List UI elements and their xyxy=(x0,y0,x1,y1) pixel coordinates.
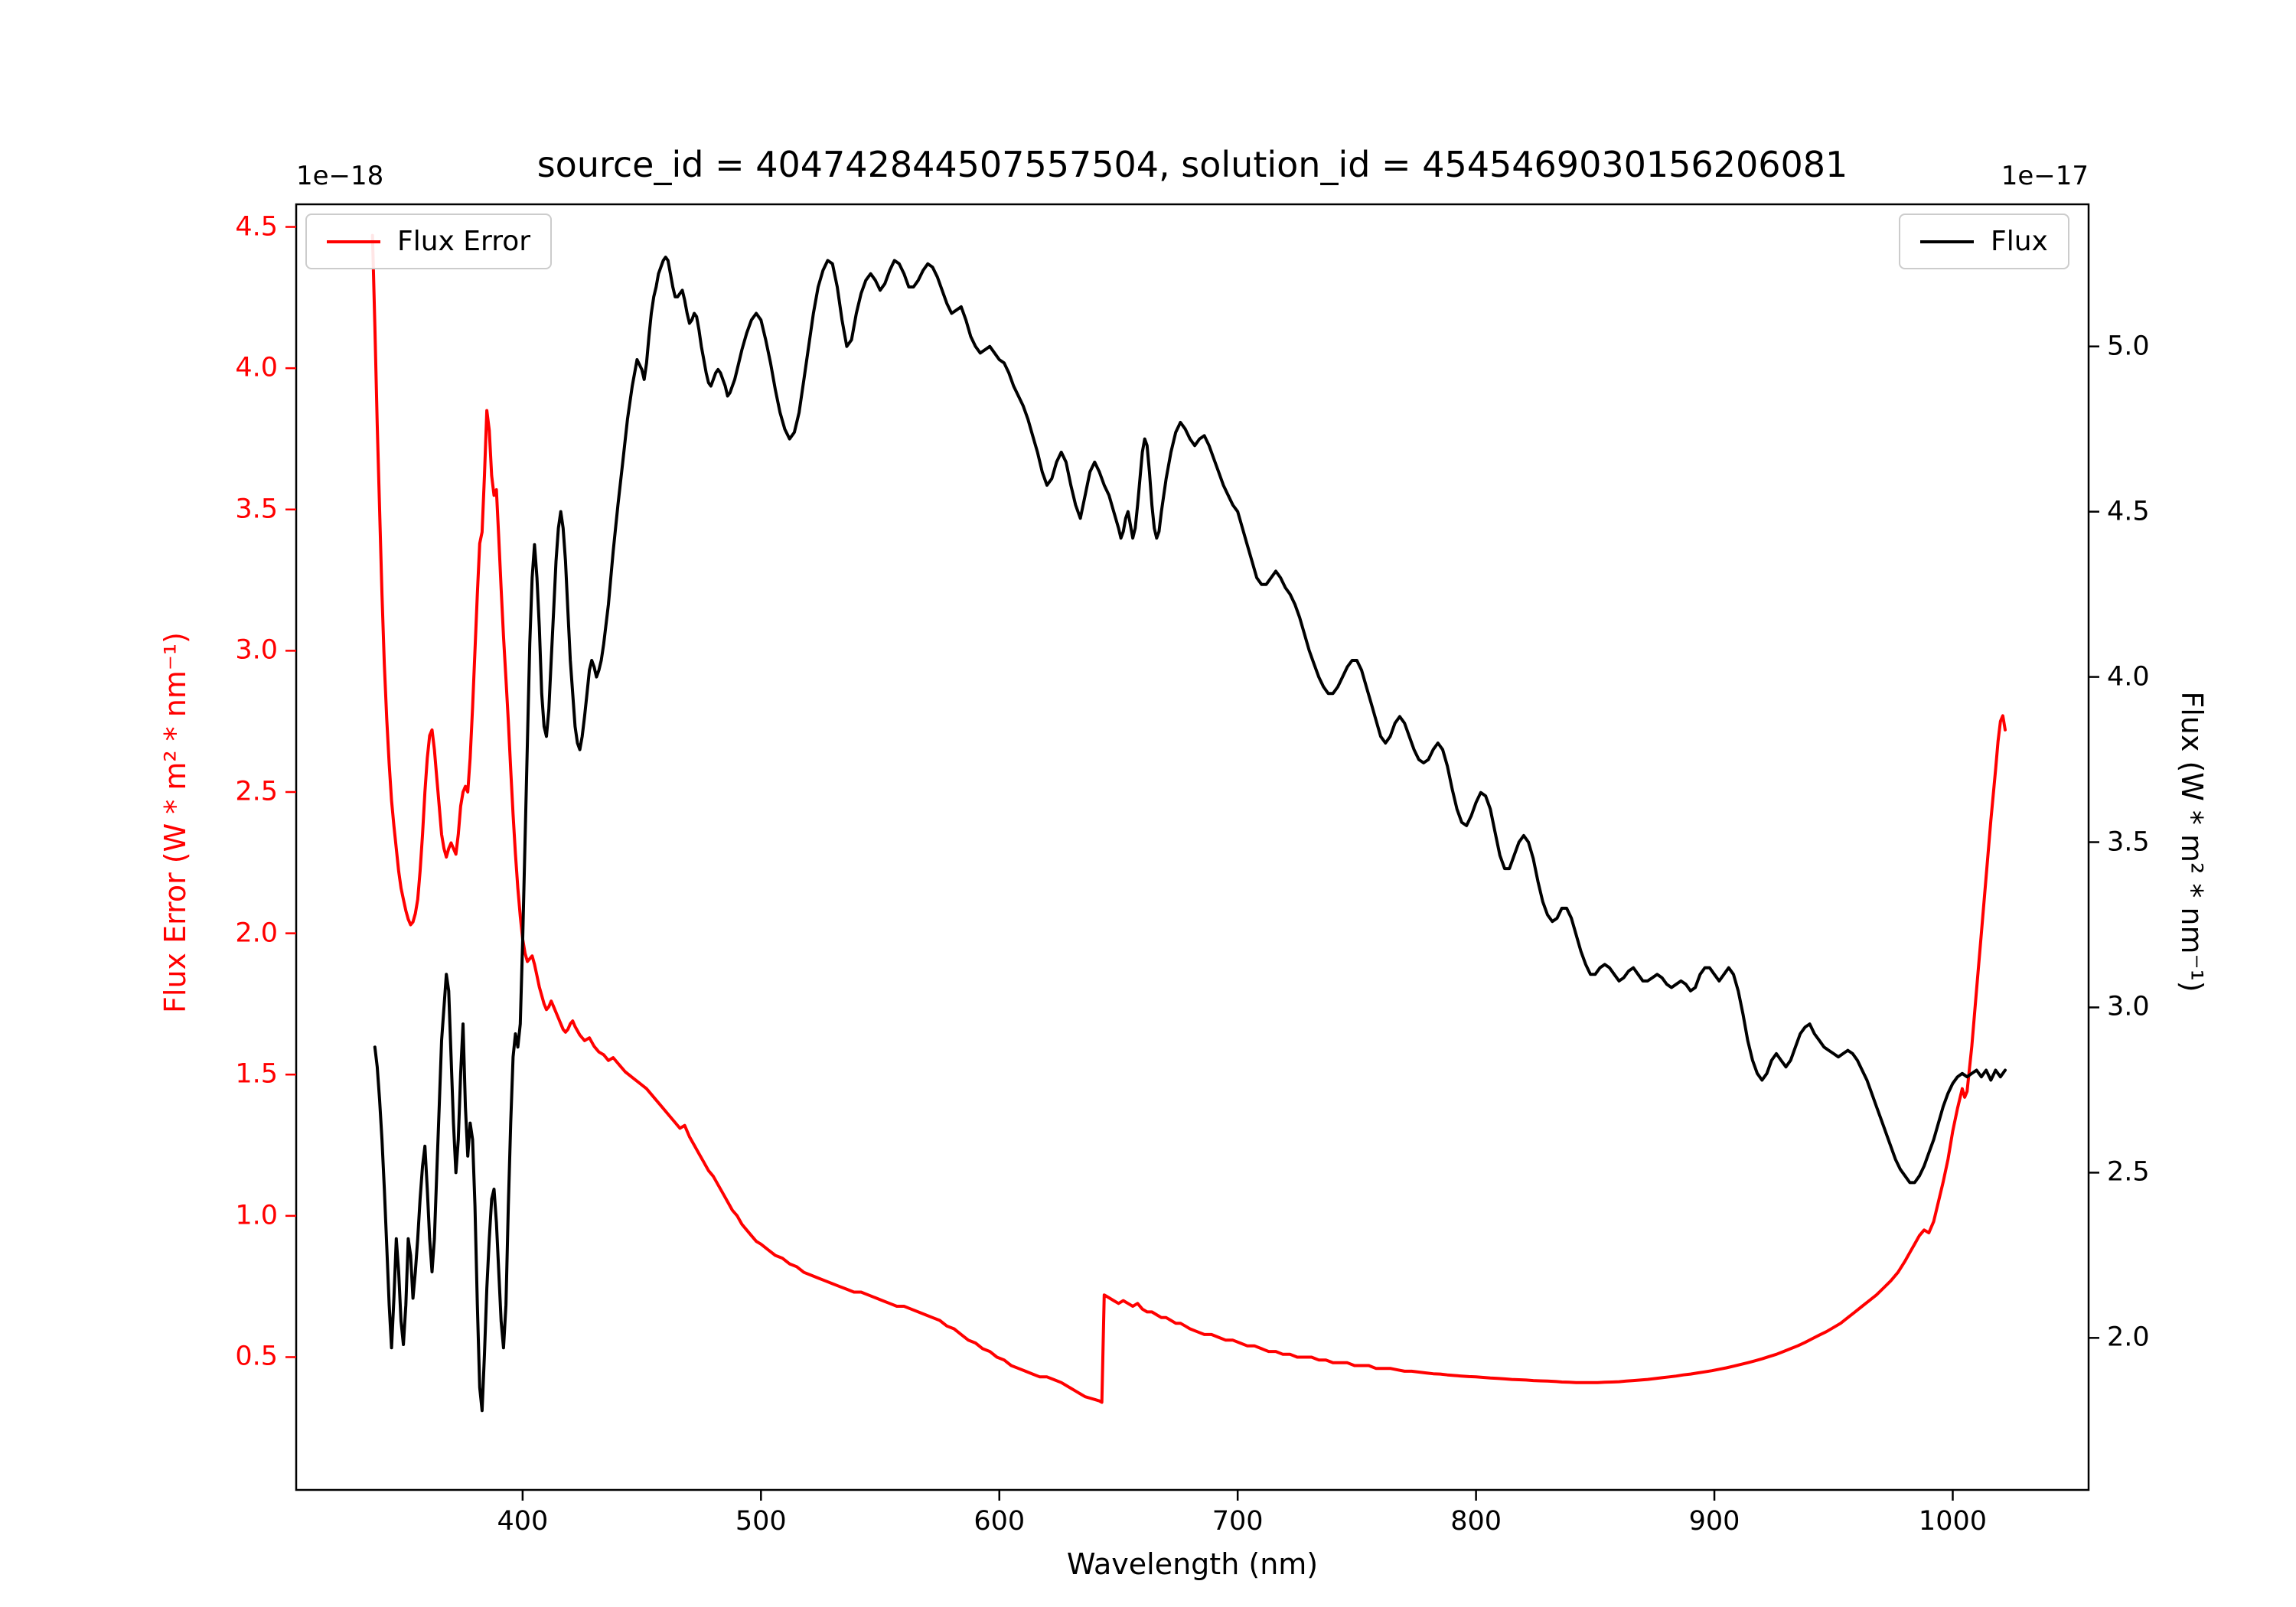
flux-series-line xyxy=(373,256,2007,1413)
right-y-tick-label: 2.0 xyxy=(2107,1322,2150,1353)
flux-line-sample xyxy=(1920,240,1974,243)
chart-title: source_id = 404742844507557504, solution… xyxy=(536,144,1848,185)
x-tick-label: 400 xyxy=(497,1506,549,1537)
right-y-axis-title: Flux (W * m² * nm⁻¹) xyxy=(2175,691,2209,993)
x-tick-label: 800 xyxy=(1450,1506,1502,1537)
left-y-tick-label: 2.5 xyxy=(235,776,278,807)
right-y-tick-label: 5.0 xyxy=(2107,331,2150,362)
flux-error-series-line xyxy=(370,233,2007,1404)
left-y-tick-label: 1.5 xyxy=(235,1058,278,1090)
right-y-tick-label: 3.0 xyxy=(2107,991,2150,1022)
axes-frame xyxy=(295,203,2090,1491)
x-tick-label: 700 xyxy=(1212,1506,1264,1537)
right-y-tick-label: 2.5 xyxy=(2107,1156,2150,1188)
x-tick-label: 1000 xyxy=(1918,1506,1988,1537)
left-axis-offset-label: 1e−18 xyxy=(296,161,384,191)
x-tick-label: 500 xyxy=(735,1506,787,1537)
left-y-tick-label: 0.5 xyxy=(235,1341,278,1372)
left-y-tick-label: 4.0 xyxy=(235,352,278,383)
x-tick-label: 600 xyxy=(974,1506,1026,1537)
left-y-tick-label: 4.5 xyxy=(235,211,278,243)
right-y-tick-label: 4.5 xyxy=(2107,496,2150,527)
left-y-tick-label: 3.0 xyxy=(235,634,278,666)
left-y-tick-label: 2.0 xyxy=(235,918,278,949)
left-y-axis-title: Flux Error (W * m² * nm⁻¹) xyxy=(158,632,192,1013)
legend-flux: Flux xyxy=(1899,214,2069,269)
flux-error-legend-label: Flux Error xyxy=(397,226,531,257)
flux-error-line-sample xyxy=(327,240,380,243)
right-y-tick-label: 3.5 xyxy=(2107,826,2150,858)
flux-legend-label: Flux xyxy=(1991,226,2048,257)
left-y-tick-label: 3.5 xyxy=(235,494,278,525)
legend-flux-error: Flux Error xyxy=(305,214,553,269)
x-tick-label: 900 xyxy=(1688,1506,1740,1537)
right-axis-offset-label: 1e−17 xyxy=(2001,161,2089,191)
left-y-tick-label: 1.0 xyxy=(235,1200,278,1231)
x-axis-title: Wavelength (nm) xyxy=(1066,1547,1319,1581)
right-y-tick-label: 4.0 xyxy=(2107,661,2150,693)
